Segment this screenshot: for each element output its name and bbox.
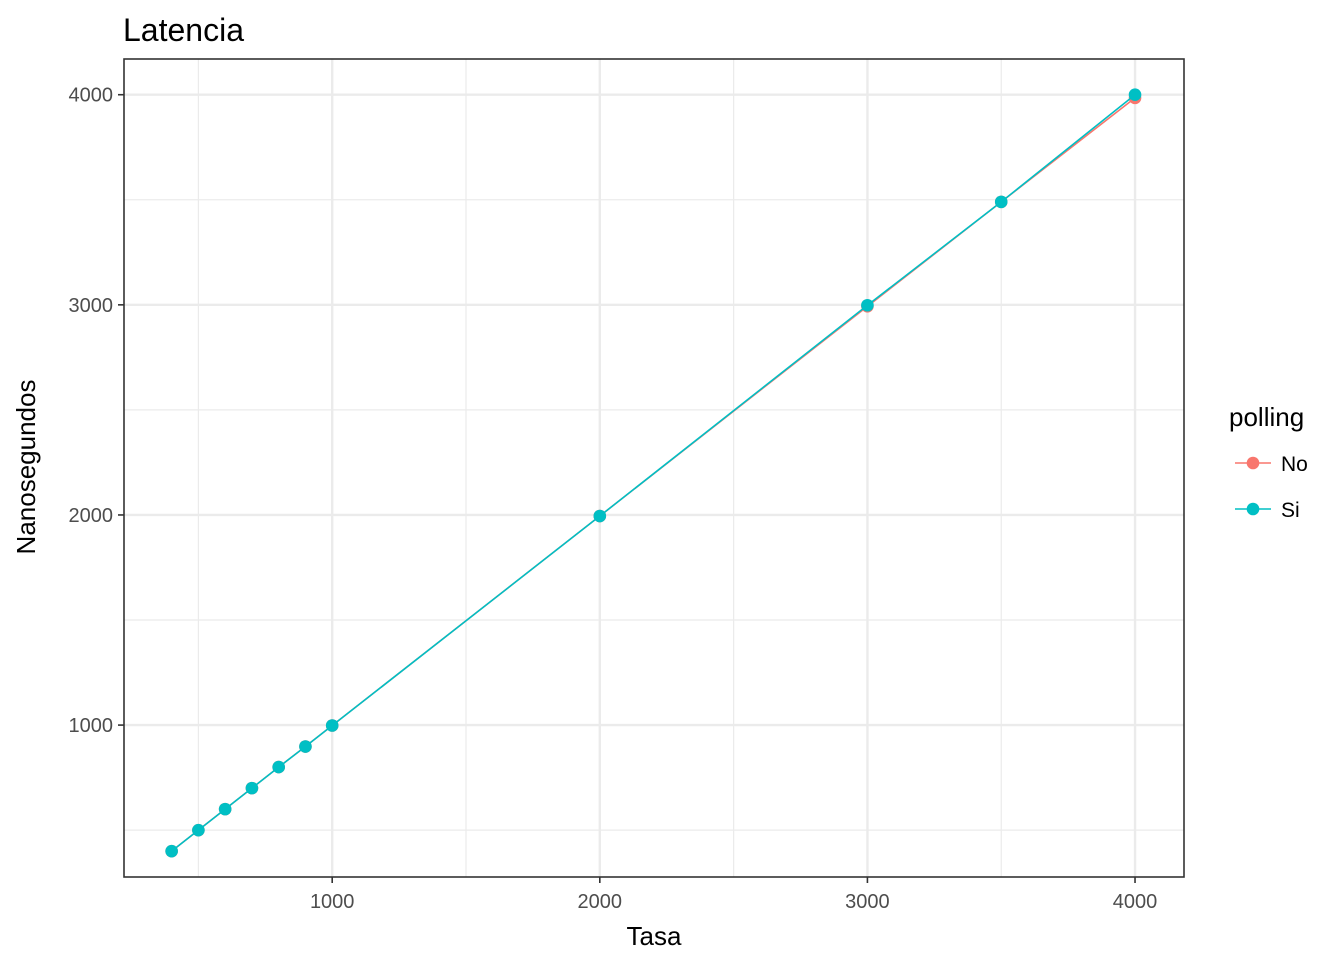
legend-key-point	[1246, 502, 1260, 516]
x-tick-label: 4000	[1113, 891, 1158, 913]
legend-entry-si: Si	[1235, 499, 1300, 522]
data-point-si	[245, 781, 259, 795]
data-point-si	[1128, 88, 1142, 102]
data-point-si	[272, 760, 285, 774]
y-tick-label: 4000	[69, 85, 114, 107]
data-point-si	[994, 195, 1008, 209]
series-layer	[165, 88, 1142, 858]
legend-title: polling	[1229, 402, 1304, 432]
y-axis-label: Nanosegundos	[11, 380, 41, 555]
x-tick-label: 1000	[310, 891, 355, 913]
y-tick-label: 1000	[69, 715, 114, 737]
chart-title: Latencia	[123, 12, 244, 48]
y-tick-label: 3000	[69, 295, 114, 317]
x-axis-label: Tasa	[627, 921, 682, 951]
plot-panel-border	[123, 58, 1185, 878]
data-point-si	[192, 823, 205, 837]
x-tick-label: 2000	[578, 891, 623, 913]
legend-entries: No Si	[1235, 453, 1308, 522]
data-point-si	[593, 509, 607, 523]
x-axis-ticks: 1000 2000 3000 4000	[310, 877, 1157, 913]
data-point-si	[299, 740, 312, 753]
major-gridlines	[124, 59, 1184, 877]
data-point-si	[861, 298, 874, 312]
legend: polling No Si	[1229, 402, 1308, 522]
y-axis-ticks: 1000 2000 3000 4000	[69, 85, 124, 737]
y-tick-label: 2000	[69, 505, 114, 527]
legend-entry-no: No	[1235, 453, 1308, 476]
minor-gridlines	[124, 59, 1184, 877]
legend-key-point	[1246, 456, 1260, 470]
x-tick-label: 3000	[845, 891, 890, 913]
data-point-si	[165, 844, 178, 858]
series-si	[165, 88, 1142, 858]
data-point-si	[218, 802, 232, 816]
legend-label-si: Si	[1281, 499, 1300, 522]
legend-label-no: No	[1281, 453, 1308, 476]
data-point-si	[325, 719, 339, 732]
